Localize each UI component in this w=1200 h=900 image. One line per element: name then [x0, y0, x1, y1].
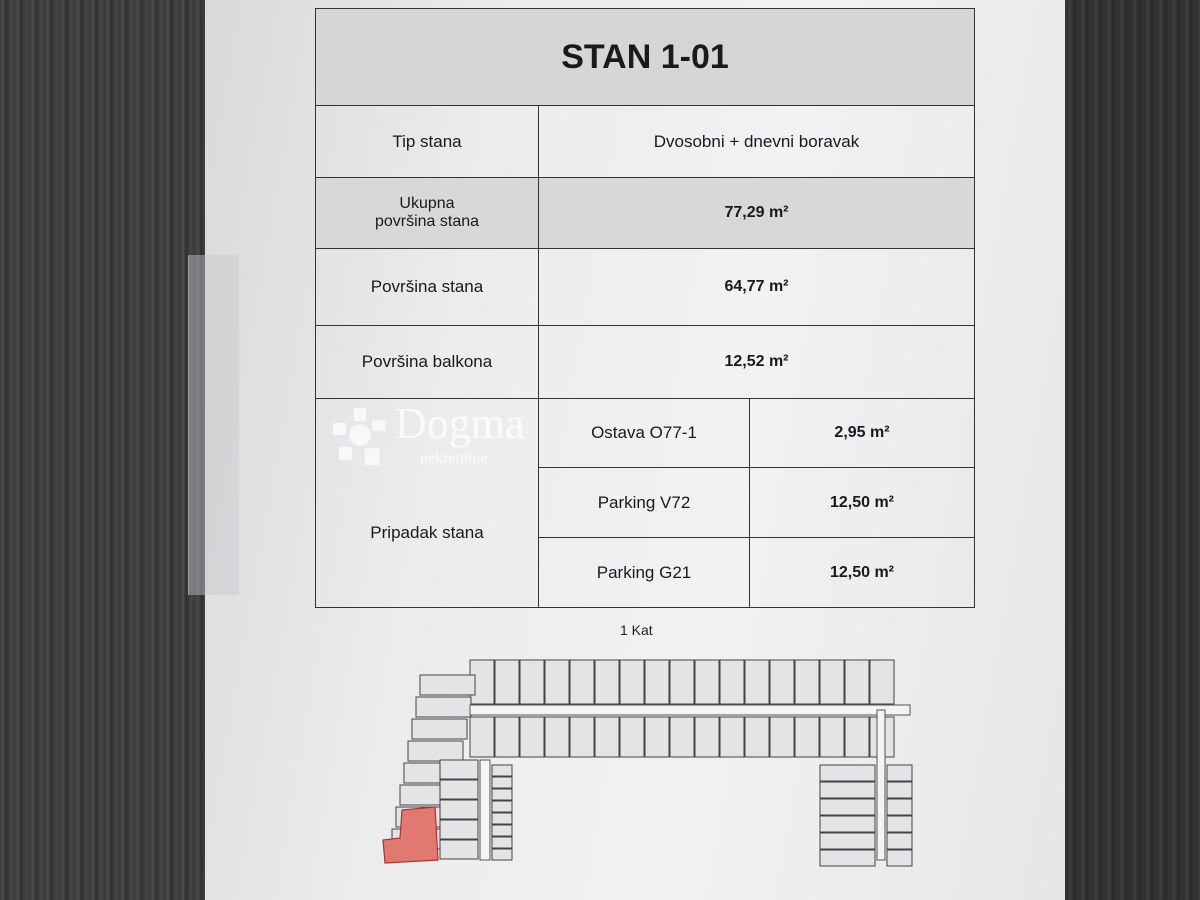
- row-label: Ukupna površina stana: [315, 177, 539, 249]
- room: [439, 839, 479, 860]
- watermark-logo-icon: [333, 408, 386, 465]
- room: [819, 659, 845, 705]
- room: [819, 832, 876, 850]
- row-label: Površina stana: [315, 248, 539, 326]
- room: [819, 798, 876, 816]
- room: [694, 716, 720, 758]
- watermark-sub: nekretnine: [420, 450, 488, 467]
- room: [694, 659, 720, 705]
- room: [439, 759, 479, 780]
- room: [619, 659, 645, 705]
- door-right: [1040, 0, 1200, 900]
- room: [415, 696, 472, 718]
- room: [886, 781, 913, 799]
- room: [794, 659, 820, 705]
- row-value: 12,52 m²: [538, 325, 975, 399]
- room: [669, 716, 695, 758]
- apartment-info-table: STAN 1-01 Tip stana Dvosobni + dnevni bor…: [315, 8, 975, 608]
- room: [886, 815, 913, 833]
- room: [519, 716, 545, 758]
- item-name: Parking V72: [538, 467, 750, 538]
- item-name: Parking G21: [538, 537, 750, 608]
- room: [819, 781, 876, 799]
- room: [407, 740, 464, 762]
- row-label: Tip stana: [315, 105, 539, 178]
- room: [439, 799, 479, 820]
- watermark-brand: Dogma: [395, 399, 525, 448]
- room: [491, 848, 513, 861]
- room: [519, 659, 545, 705]
- apartment-title: STAN 1-01: [315, 8, 975, 106]
- row-value: 77,29 m²: [538, 177, 975, 249]
- item-value: 12,50 m²: [749, 537, 975, 608]
- room: [794, 716, 820, 758]
- room: [819, 764, 876, 782]
- floor-plan: [382, 659, 913, 867]
- room: [544, 659, 570, 705]
- room: [491, 764, 513, 777]
- room: [886, 798, 913, 816]
- room: [491, 788, 513, 801]
- room: [644, 716, 670, 758]
- room: [886, 832, 913, 850]
- room: [569, 716, 595, 758]
- room: [544, 716, 570, 758]
- floor-label: 1 Kat: [620, 622, 653, 638]
- room: [819, 849, 876, 867]
- room: [644, 659, 670, 705]
- room: [719, 659, 745, 705]
- room: [769, 659, 795, 705]
- highlighted-unit: [382, 806, 439, 864]
- room: [494, 716, 520, 758]
- room: [439, 819, 479, 840]
- room: [744, 659, 770, 705]
- room: [769, 716, 795, 758]
- room: [744, 716, 770, 758]
- item-value: 12,50 m²: [749, 467, 975, 538]
- tape: [188, 255, 239, 595]
- room: [491, 776, 513, 789]
- room: [411, 718, 468, 740]
- row-value: 64,77 m²: [538, 248, 975, 326]
- room: [886, 849, 913, 867]
- room: [491, 812, 513, 825]
- room: [491, 836, 513, 849]
- room: [439, 779, 479, 800]
- room: [469, 716, 495, 758]
- row-value: Dvosobni + dnevni boravak: [538, 105, 975, 178]
- room: [419, 674, 476, 696]
- item-value: 2,95 m²: [749, 398, 975, 468]
- room: [491, 800, 513, 813]
- room: [844, 716, 870, 758]
- room: [844, 659, 870, 705]
- room: [619, 716, 645, 758]
- room: [669, 659, 695, 705]
- room: [491, 824, 513, 837]
- room: [594, 659, 620, 705]
- room: [869, 659, 895, 705]
- room: [819, 815, 876, 833]
- room: [719, 716, 745, 758]
- room: [594, 716, 620, 758]
- appurtenance-label: Pripadak stana: [315, 398, 539, 608]
- room: [886, 764, 913, 782]
- room: [569, 659, 595, 705]
- room: [819, 716, 845, 758]
- room: [494, 659, 520, 705]
- row-label: Površina balkona: [315, 325, 539, 399]
- item-name: Ostava O77-1: [538, 398, 750, 468]
